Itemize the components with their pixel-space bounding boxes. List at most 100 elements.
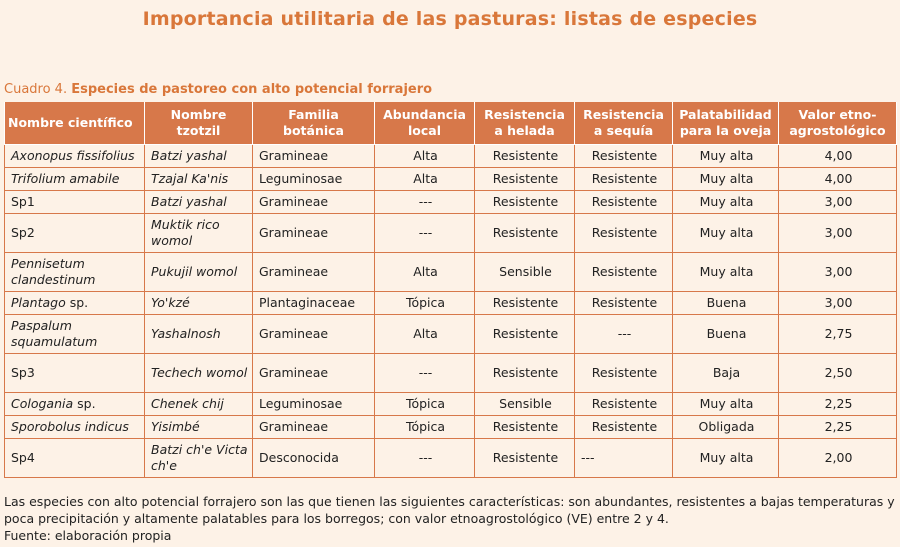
cell-family: Gramineae	[252, 314, 375, 354]
cell-drought: Resistente	[574, 415, 673, 439]
cell-frost: Resistente	[474, 353, 575, 393]
cell-scientific-name: Paspalum squamulatum	[4, 314, 145, 354]
cell-value: 2,25	[778, 392, 897, 416]
caption-label: Cuadro 4.	[4, 82, 68, 97]
cell-drought: Resistente	[574, 392, 673, 416]
table-row: Sp1 Batzi yashal Gramineae --- Resistente Res…	[4, 190, 897, 214]
cell-abundance: Alta	[374, 167, 475, 191]
cell-frost: Resistente	[474, 314, 575, 354]
cell-scientific-name: Sp3	[4, 353, 145, 393]
table-row: Plantago sp. Yo'kzé Plantaginaceae Tópica Re…	[4, 291, 897, 315]
cell-palatability: Muy alta	[672, 213, 779, 253]
cell-scientific-name: Sp4	[4, 438, 145, 478]
cell-family: Gramineae	[252, 252, 375, 292]
table-row: Paspalum squamulatum Yashalnosh Gramineae A…	[4, 314, 897, 354]
cell-palatability: Baja	[672, 353, 779, 393]
table-row: Trifolium amabile Tzajal Ka'nis Leguminosa…	[4, 167, 897, 191]
column-header: Nombre científico	[4, 102, 145, 145]
cell-family: Gramineae	[252, 144, 375, 168]
scientific-name-text: Trifolium amabile	[11, 171, 120, 186]
cell-drought: Resistente	[574, 167, 673, 191]
cell-tzotzil: Batzi ch'e Victa ch'e	[144, 438, 253, 478]
table-row: Sp2 Muktik rico womol Gramineae --- Resisten…	[4, 213, 897, 253]
cell-palatability: Obligada	[672, 415, 779, 439]
cell-palatability: Muy alta	[672, 252, 779, 292]
cell-frost: Resistente	[474, 213, 575, 253]
cell-abundance: Tópica	[374, 291, 475, 315]
caption-title: Especies de pastoreo con alto potencial …	[71, 82, 433, 97]
scientific-name-text: Plantago	[11, 295, 66, 310]
cell-value: 2,75	[778, 314, 897, 354]
table-row: Cologania sp. Chenek chij Leguminosae Tópic…	[4, 392, 897, 416]
column-header: Nombre tzotzil	[144, 102, 253, 145]
column-header: Resistencia a helada	[474, 102, 575, 145]
cell-tzotzil: Yashalnosh	[144, 314, 253, 354]
cell-palatability: Muy alta	[672, 438, 779, 478]
cell-scientific-name: Cologania sp.	[4, 392, 145, 416]
scientific-name-text: Sporobolus indicus	[11, 419, 129, 434]
cell-drought: Resistente	[574, 213, 673, 253]
cell-tzotzil: Muktik rico womol	[144, 213, 253, 253]
column-header: Familia botánica	[252, 102, 375, 145]
cell-scientific-name: Sp2	[4, 213, 145, 253]
cell-family: Plantaginaceae	[252, 291, 375, 315]
cell-frost: Resistente	[474, 190, 575, 214]
cell-value: 4,00	[778, 167, 897, 191]
cell-scientific-name: Sp1	[4, 190, 145, 214]
table-notes: Las especies con alto potencial forrajer…	[4, 493, 896, 544]
scientific-name-text: Sp2	[11, 225, 35, 240]
cell-abundance: ---	[374, 353, 475, 393]
cell-family: Leguminosae	[252, 392, 375, 416]
cell-family: Desconocida	[252, 438, 375, 478]
cell-family: Gramineae	[252, 213, 375, 253]
cell-drought: Resistente	[574, 252, 673, 292]
header-row: Nombre científico Nombre tzotzil Familia b…	[4, 102, 897, 145]
cell-family: Gramineae	[252, 190, 375, 214]
cell-abundance: Alta	[374, 144, 475, 168]
cell-scientific-name: Pennisetum clandestinum	[4, 252, 145, 292]
cell-scientific-name: Sporobolus indicus	[4, 415, 145, 439]
cell-value: 3,00	[778, 291, 897, 315]
cell-abundance: Alta	[374, 252, 475, 292]
cell-drought: Resistente	[574, 190, 673, 214]
cell-frost: Resistente	[474, 167, 575, 191]
scientific-name-suffix: sp.	[73, 396, 96, 411]
cell-family: Leguminosae	[252, 167, 375, 191]
cell-family: Gramineae	[252, 353, 375, 393]
scientific-name-text: Sp4	[11, 450, 35, 465]
cell-tzotzil: Batzi yashal	[144, 144, 253, 168]
cell-family: Gramineae	[252, 415, 375, 439]
cell-value: 4,00	[778, 144, 897, 168]
cell-frost: Resistente	[474, 438, 575, 478]
cell-tzotzil: Batzi yashal	[144, 190, 253, 214]
cell-frost: Resistente	[474, 291, 575, 315]
table-header: Nombre científico Nombre tzotzil Familia b…	[4, 102, 897, 145]
cell-palatability: Buena	[672, 291, 779, 315]
cell-value: 3,00	[778, 252, 897, 292]
species-table: Nombre científico Nombre tzotzil Familia b…	[4, 102, 897, 478]
scientific-name-text: Pennisetum clandestinum	[11, 256, 96, 287]
scientific-name-text: Sp1	[11, 194, 35, 209]
column-header: Valor etno-agrostológico	[778, 102, 897, 145]
cell-value: 2,50	[778, 353, 897, 393]
cell-abundance: Alta	[374, 314, 475, 354]
page-title: Importancia utilitaria de las pasturas: …	[142, 8, 758, 30]
scientific-name-text: Sp3	[11, 365, 35, 380]
cell-tzotzil: Yo'kzé	[144, 291, 253, 315]
cell-scientific-name: Plantago sp.	[4, 291, 145, 315]
cell-frost: Resistente	[474, 415, 575, 439]
cell-abundance: Tópica	[374, 415, 475, 439]
cell-value: 2,00	[778, 438, 897, 478]
scientific-name-suffix: sp.	[65, 295, 89, 310]
cell-abundance: Tópica	[374, 392, 475, 416]
scientific-name-text: Paspalum squamulatum	[11, 318, 98, 349]
cell-drought: ---	[574, 438, 673, 478]
table-row: Pennisetum clandestinum Pukujil womol Gram…	[4, 252, 897, 292]
cell-abundance: ---	[374, 438, 475, 478]
column-header: Resistencia a sequía	[574, 102, 673, 145]
column-header: Palatabilidad para la oveja	[672, 102, 779, 145]
cell-scientific-name: Axonopus fissifolius	[4, 144, 145, 168]
cell-frost: Sensible	[474, 252, 575, 292]
cell-tzotzil: Techech womol	[144, 353, 253, 393]
cell-palatability: Muy alta	[672, 392, 779, 416]
